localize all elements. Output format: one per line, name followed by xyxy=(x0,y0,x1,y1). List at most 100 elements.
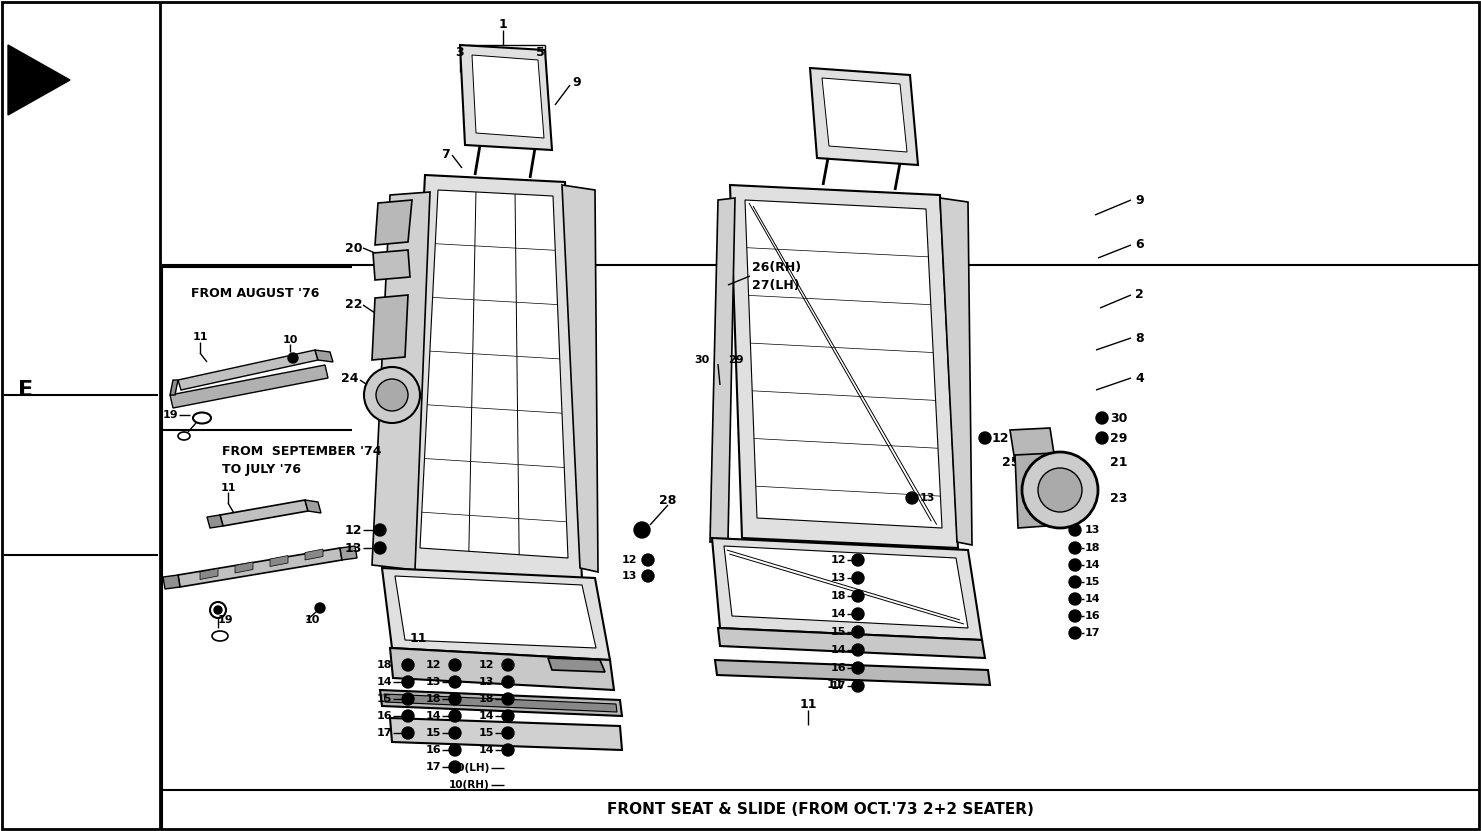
Text: 10: 10 xyxy=(305,615,320,625)
Text: 15: 15 xyxy=(1086,577,1100,587)
Circle shape xyxy=(852,590,863,602)
Circle shape xyxy=(401,727,415,739)
Text: TO JULY '76: TO JULY '76 xyxy=(222,463,301,476)
Text: 8: 8 xyxy=(1134,332,1143,345)
Text: 17: 17 xyxy=(376,728,392,738)
Polygon shape xyxy=(235,562,253,573)
Text: 13: 13 xyxy=(425,677,441,687)
Circle shape xyxy=(1069,524,1081,536)
Text: 15: 15 xyxy=(478,728,495,738)
Text: 19: 19 xyxy=(218,615,234,625)
Circle shape xyxy=(641,570,655,582)
Text: 12: 12 xyxy=(478,660,495,670)
Text: 2: 2 xyxy=(1134,288,1143,302)
Polygon shape xyxy=(472,55,544,138)
Circle shape xyxy=(502,727,514,739)
Text: FROM  SEPTEMBER '74: FROM SEPTEMBER '74 xyxy=(222,445,382,458)
Circle shape xyxy=(852,626,863,638)
Polygon shape xyxy=(200,568,218,579)
Circle shape xyxy=(1096,412,1108,424)
Text: 17: 17 xyxy=(831,681,846,691)
Polygon shape xyxy=(373,250,410,280)
Circle shape xyxy=(1069,627,1081,639)
Polygon shape xyxy=(270,555,287,567)
Text: 12: 12 xyxy=(622,555,637,565)
Text: 4: 4 xyxy=(1134,371,1143,385)
Circle shape xyxy=(449,744,461,756)
Circle shape xyxy=(449,676,461,688)
Circle shape xyxy=(375,524,387,536)
Text: 10(LH): 10(LH) xyxy=(450,763,490,773)
Text: 16: 16 xyxy=(376,711,392,721)
Text: 11: 11 xyxy=(221,483,235,493)
Text: 13: 13 xyxy=(345,542,361,554)
Polygon shape xyxy=(712,538,982,640)
Text: 10: 10 xyxy=(283,335,298,345)
Text: 14: 14 xyxy=(1086,560,1100,570)
Text: 12: 12 xyxy=(831,555,846,565)
Text: 14: 14 xyxy=(376,677,392,687)
Circle shape xyxy=(852,644,863,656)
Text: 11: 11 xyxy=(826,678,844,691)
Circle shape xyxy=(852,680,863,692)
Text: 15: 15 xyxy=(376,694,392,704)
Circle shape xyxy=(852,572,863,584)
Polygon shape xyxy=(1014,453,1060,528)
Circle shape xyxy=(1069,542,1081,554)
Text: 29: 29 xyxy=(729,355,743,365)
Polygon shape xyxy=(940,198,972,545)
Text: 13: 13 xyxy=(622,571,637,581)
Text: 14: 14 xyxy=(831,645,846,655)
Text: 24: 24 xyxy=(341,371,358,385)
Polygon shape xyxy=(163,575,181,589)
Text: 18: 18 xyxy=(425,694,441,704)
Circle shape xyxy=(641,554,655,566)
Polygon shape xyxy=(718,628,985,658)
Text: 18: 18 xyxy=(478,694,495,704)
Text: FROM AUGUST '76: FROM AUGUST '76 xyxy=(191,287,320,300)
Text: 12: 12 xyxy=(425,660,441,670)
Circle shape xyxy=(634,522,650,538)
Circle shape xyxy=(1069,610,1081,622)
Text: 12: 12 xyxy=(992,431,1010,445)
Text: 25: 25 xyxy=(1003,455,1019,469)
Circle shape xyxy=(1096,432,1108,444)
Circle shape xyxy=(1038,468,1083,512)
Polygon shape xyxy=(305,500,321,513)
Text: 26(RH): 26(RH) xyxy=(752,262,801,274)
Text: 20: 20 xyxy=(345,242,361,254)
Polygon shape xyxy=(207,515,224,528)
Text: 14: 14 xyxy=(478,745,495,755)
Text: 16: 16 xyxy=(831,663,846,673)
Polygon shape xyxy=(822,78,906,152)
Circle shape xyxy=(906,492,918,504)
Polygon shape xyxy=(421,190,569,558)
Polygon shape xyxy=(461,45,552,150)
Text: 18: 18 xyxy=(831,591,846,601)
Text: 3: 3 xyxy=(456,46,465,58)
Polygon shape xyxy=(390,648,615,690)
Polygon shape xyxy=(7,45,70,115)
Text: 18: 18 xyxy=(376,660,392,670)
Polygon shape xyxy=(341,546,357,560)
Text: 12: 12 xyxy=(345,524,361,537)
Text: FRONT SEAT & SLIDE (FROM OCT.'73 2+2 SEATER): FRONT SEAT & SLIDE (FROM OCT.'73 2+2 SEA… xyxy=(607,803,1034,818)
Polygon shape xyxy=(178,548,342,587)
Circle shape xyxy=(287,353,298,363)
Text: 9: 9 xyxy=(572,76,581,88)
Polygon shape xyxy=(221,500,308,526)
Circle shape xyxy=(401,693,415,705)
Circle shape xyxy=(449,727,461,739)
Circle shape xyxy=(315,603,324,613)
Polygon shape xyxy=(382,568,610,660)
Text: 19: 19 xyxy=(163,410,178,420)
Text: 30: 30 xyxy=(695,355,709,365)
Text: 17: 17 xyxy=(1086,628,1100,638)
Circle shape xyxy=(401,659,415,671)
Polygon shape xyxy=(561,185,598,572)
Polygon shape xyxy=(810,68,918,165)
Text: 22: 22 xyxy=(345,298,361,312)
Text: 21: 21 xyxy=(1109,455,1127,469)
Polygon shape xyxy=(709,198,735,542)
Text: 14: 14 xyxy=(425,711,441,721)
